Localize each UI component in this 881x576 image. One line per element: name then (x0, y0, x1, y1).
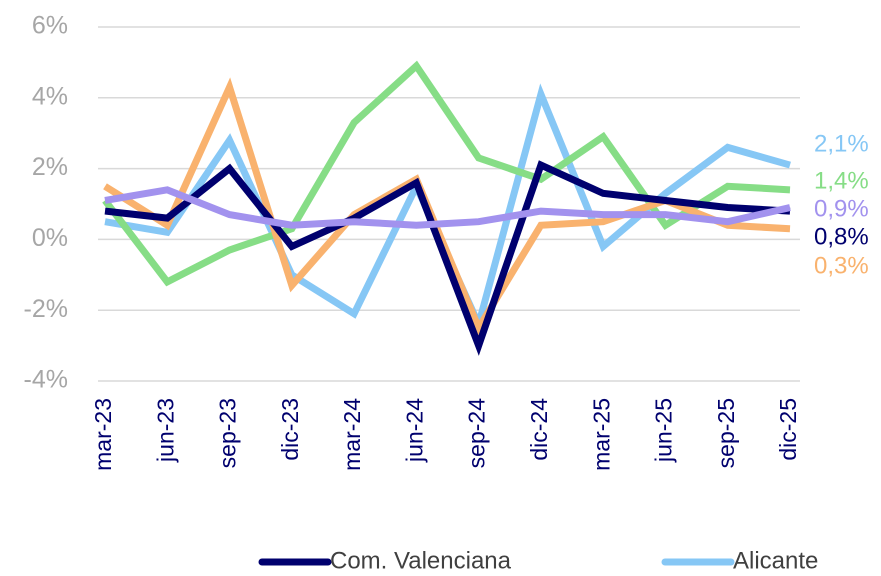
x-tick-label: sep-23 (215, 398, 241, 468)
x-tick-label: dic-24 (526, 398, 552, 461)
x-tick-label: jun-23 (152, 398, 178, 463)
end-label: 1,4% (814, 167, 869, 194)
x-tick-label: dic-25 (775, 398, 801, 461)
x-tick-label: jun-24 (401, 398, 427, 463)
y-tick-label: -2% (24, 295, 68, 323)
end-label: 0,8% (814, 223, 869, 250)
y-tick-label: 2% (32, 153, 68, 181)
x-tick-label: mar-25 (588, 398, 614, 471)
x-tick-label: mar-23 (90, 398, 116, 471)
end-label: 0,9% (814, 195, 869, 222)
end-label: 0,3% (814, 252, 869, 279)
y-tick-label: -4% (24, 366, 68, 394)
legend-label: Alicante (733, 547, 818, 574)
line (104, 160, 791, 356)
x-tick-label: jun-25 (651, 398, 677, 463)
x-tick-label: sep-24 (464, 398, 490, 469)
line (104, 186, 791, 229)
x-tick-label: dic-23 (277, 398, 303, 461)
y-tick-label: 6% (32, 12, 68, 40)
y-tick-label: 0% (32, 224, 68, 252)
end-label: 2,1% (814, 130, 869, 157)
legend-label: Com. Valenciana (330, 547, 512, 574)
x-tick-label: sep-25 (713, 398, 739, 468)
y-tick-label: 4% (32, 82, 68, 110)
x-tick-label: mar-24 (339, 398, 365, 471)
